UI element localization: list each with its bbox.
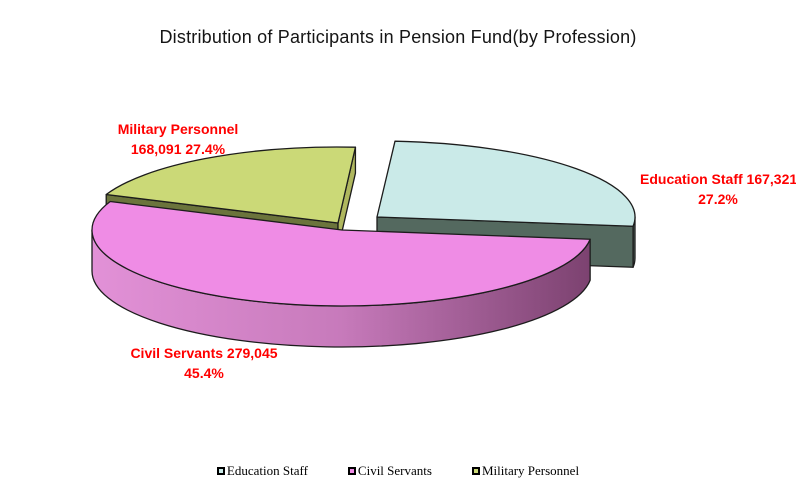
legend-item: Civil Servants: [347, 463, 432, 479]
data-label-line: 45.4%: [184, 365, 224, 381]
legend-item: Military Personnel: [471, 463, 580, 479]
pie-slice-top: [376, 140, 636, 227]
legend-marker-swatch: [216, 467, 225, 475]
data-label-line: Civil Servants 279,045: [130, 345, 278, 361]
data-label-education-staff: Education Staff 167,321 27.2%: [640, 169, 796, 209]
chart-legend: Education Staff Civil Servants Military Pe…: [0, 463, 796, 479]
data-label-line: Education Staff 167,321: [640, 171, 796, 187]
legend-label: Education Staff: [226, 463, 308, 478]
data-label-line: 27.2%: [698, 191, 738, 207]
pie-slice-civil-servants: [91, 200, 591, 348]
data-label-civil-servants: Civil Servants 279,045 45.4%: [114, 343, 294, 383]
legend-marker-swatch: [347, 467, 356, 475]
legend-marker-swatch: [471, 467, 480, 475]
pie-slice-top: [91, 200, 591, 307]
data-label-military-personnel: Military Personnel 168,091 27.4%: [98, 119, 258, 159]
data-label-line: Military Personnel: [117, 121, 239, 137]
chart-title: Distribution of Participants in Pension …: [159, 27, 637, 47]
legend-label: Military Personnel: [481, 463, 580, 478]
legend-label: Civil Servants: [357, 463, 432, 478]
legend-item: Education Staff: [216, 463, 308, 479]
pie-slice-top: [105, 146, 357, 224]
data-label-line: 168,091 27.4%: [130, 141, 226, 157]
